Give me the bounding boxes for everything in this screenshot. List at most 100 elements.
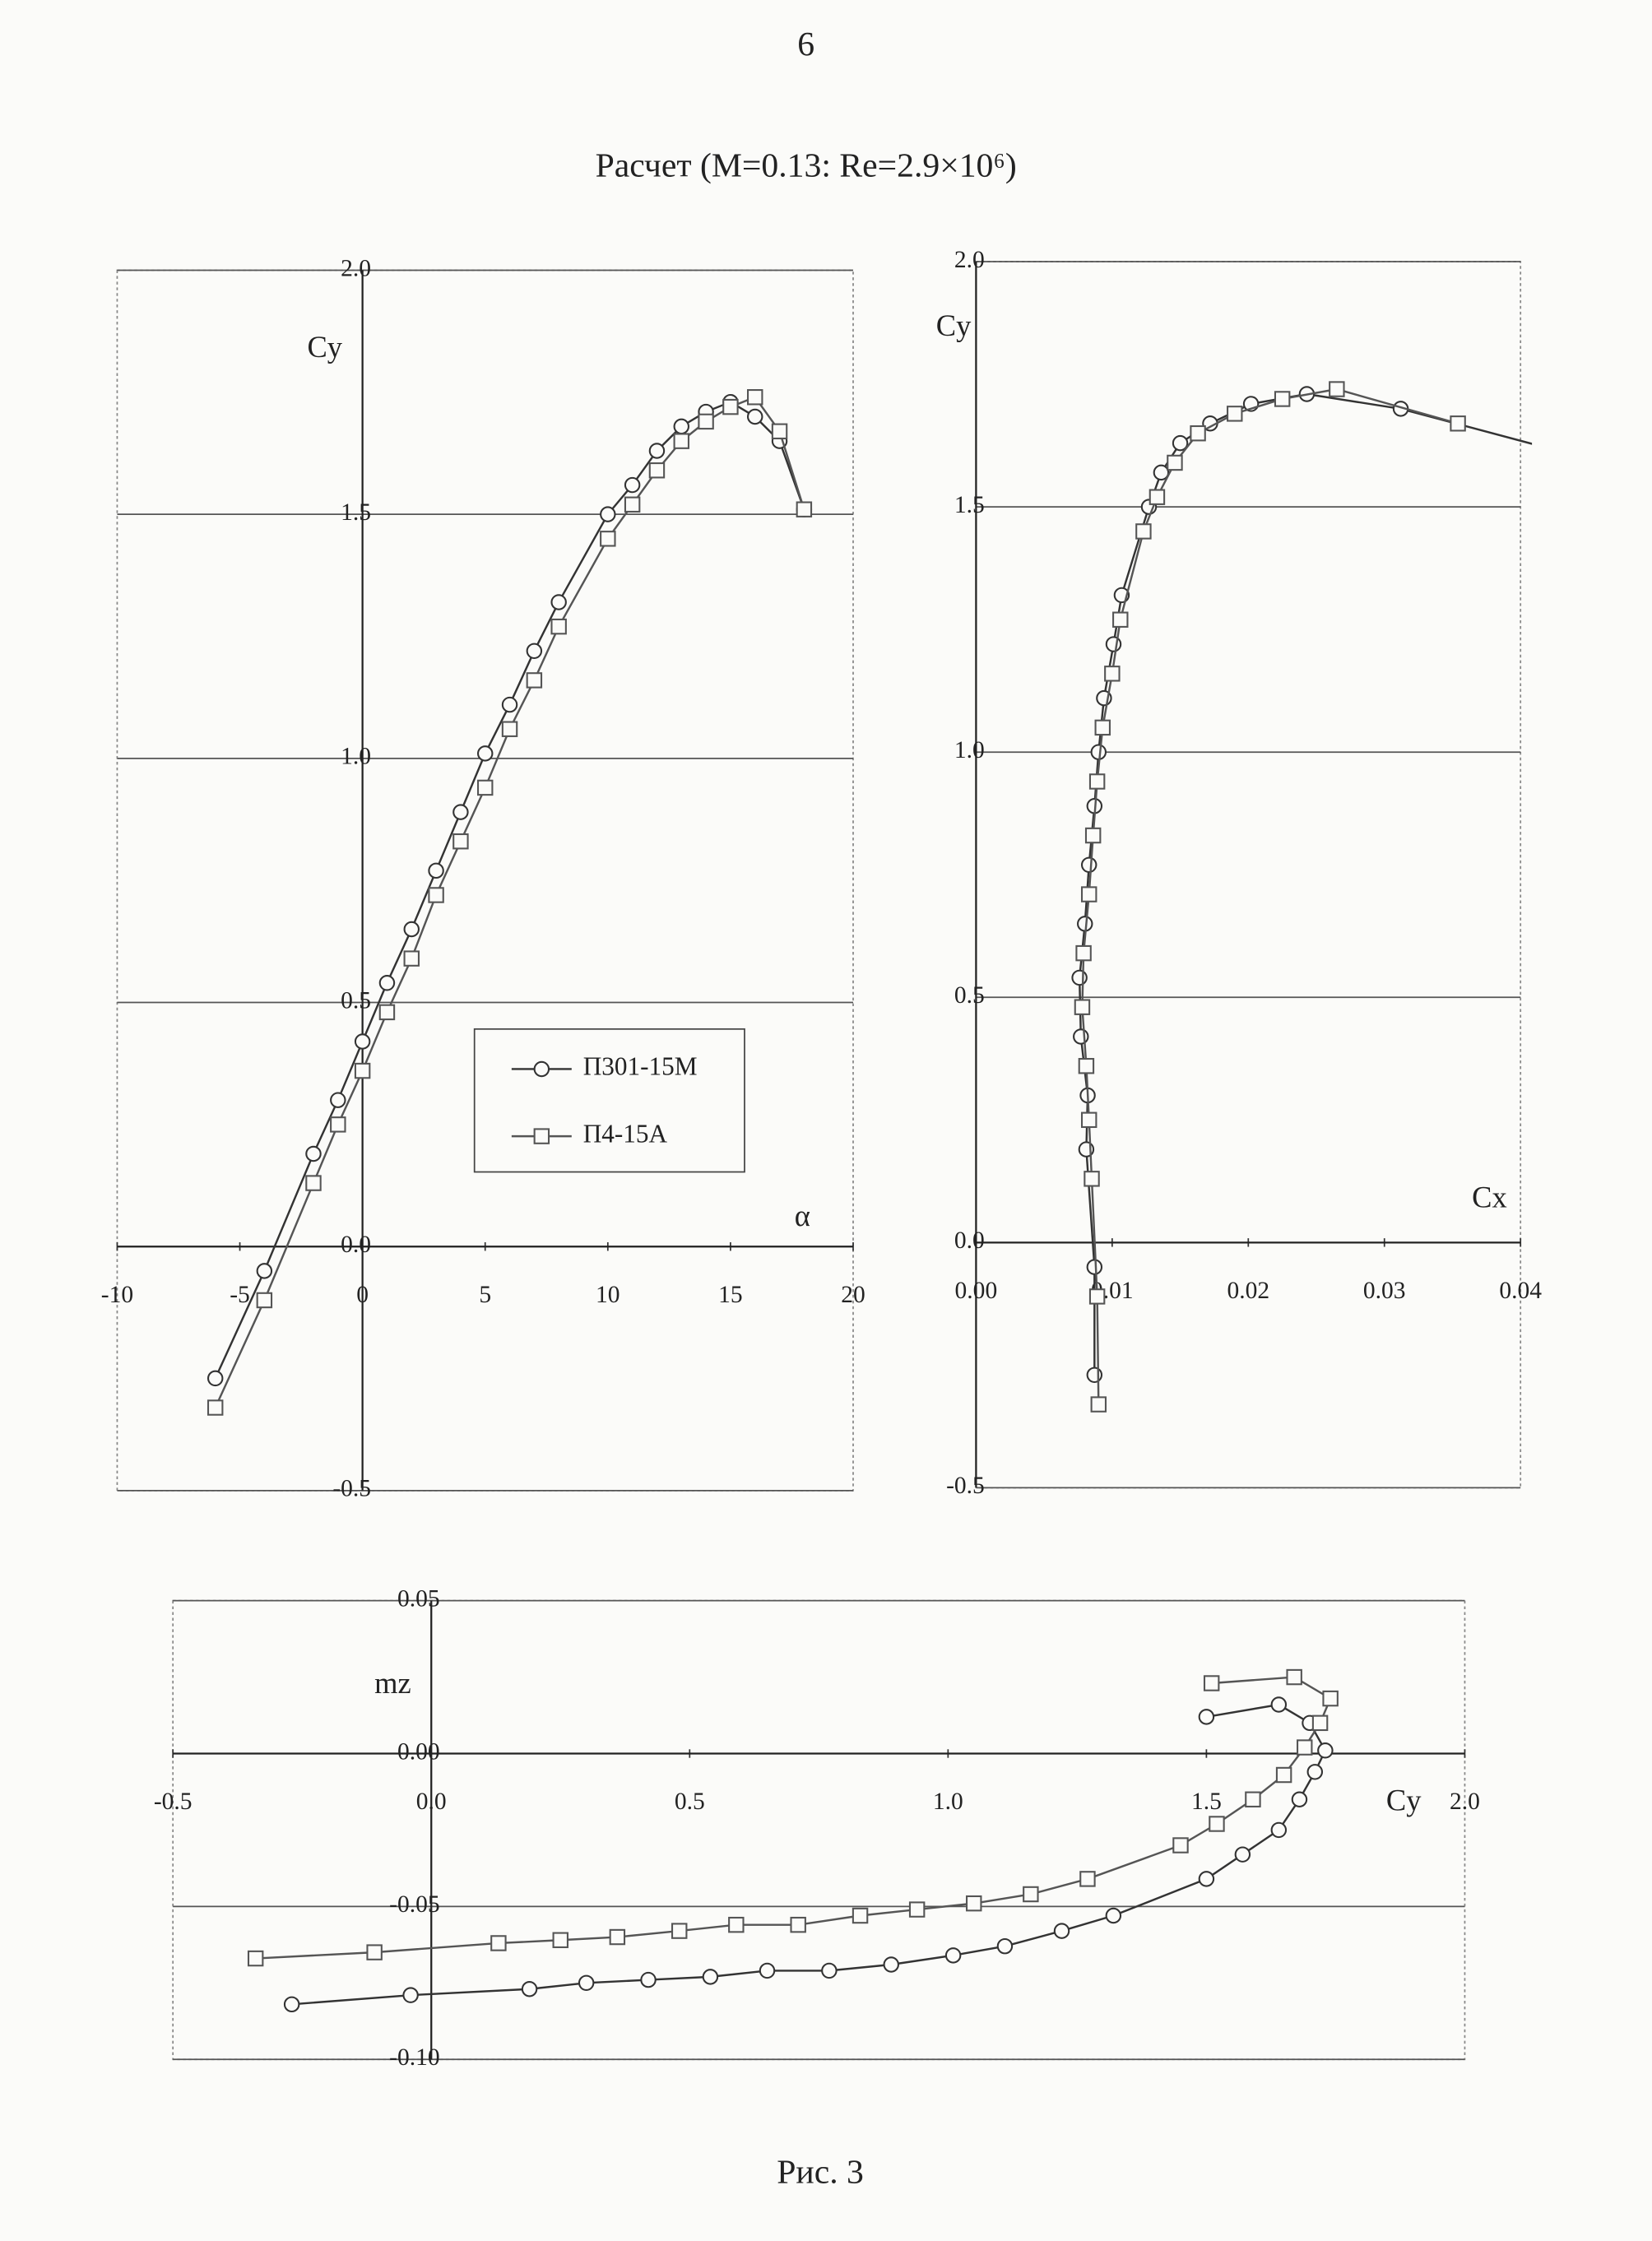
data-marker: [378, 1004, 396, 1021]
x-axis-label: Cx: [1472, 1181, 1507, 1214]
data-marker: [1078, 1058, 1095, 1074]
data-marker: [944, 1947, 962, 1964]
data-marker: [452, 833, 469, 850]
data-marker: [247, 1950, 264, 1967]
data-marker: [1270, 1821, 1288, 1839]
data-marker: [283, 1996, 300, 2013]
data-marker: [908, 1901, 926, 1918]
data-marker: [550, 594, 567, 610]
x-tick-label: 15: [718, 1282, 743, 1308]
data-marker: [1080, 856, 1097, 874]
data-marker: [1153, 464, 1170, 481]
y-tick-label: 0.0: [341, 1232, 371, 1258]
data-marker: [1112, 611, 1129, 628]
data-marker: [550, 618, 567, 635]
y-tick-label: 0.5: [954, 982, 985, 1009]
data-marker: [1135, 523, 1152, 540]
data-marker: [796, 501, 813, 517]
data-marker: [330, 1092, 346, 1108]
legend-box: [473, 1028, 745, 1173]
data-marker: [883, 1956, 899, 1973]
data-marker: [521, 1981, 538, 1997]
series-line: [214, 401, 805, 1379]
data-marker: [1234, 1846, 1251, 1863]
data-marker: [648, 443, 666, 459]
x-axis-label: Cy: [1386, 1784, 1422, 1817]
data-marker: [759, 1962, 776, 1979]
data-marker: [533, 1128, 550, 1144]
data-marker: [305, 1145, 322, 1162]
data-marker: [354, 1033, 371, 1050]
data-marker: [1105, 1907, 1122, 1924]
data-marker: [1149, 489, 1166, 505]
data-marker: [366, 1944, 383, 1960]
data-marker: [206, 1370, 224, 1387]
data-marker: [1286, 1668, 1302, 1686]
data-marker: [1084, 1171, 1100, 1187]
x-tick-label: 0.04: [1499, 1278, 1542, 1304]
data-marker: [1088, 1288, 1106, 1305]
data-marker: [728, 1916, 745, 1933]
data-marker: [1274, 391, 1291, 407]
data-marker: [403, 921, 420, 938]
data-marker: [624, 496, 641, 513]
x-tick-label: 1.0: [933, 1789, 963, 1815]
y-tick-label: 2.0: [954, 247, 985, 273]
data-marker: [1090, 1396, 1107, 1413]
data-marker: [1198, 1709, 1215, 1725]
data-marker: [1086, 1259, 1103, 1275]
data-marker: [452, 804, 469, 820]
data-marker: [501, 696, 518, 713]
data-marker: [821, 1962, 838, 1979]
x-tick-label: -5: [230, 1282, 250, 1308]
data-marker: [305, 1175, 322, 1191]
data-marker: [1086, 1366, 1103, 1384]
plot: [1071, 381, 1533, 1413]
data-marker: [1075, 944, 1092, 962]
data-marker: [747, 408, 763, 425]
data-marker: [1450, 415, 1466, 432]
chart: -0.50.00.51.01.52.0-10-505101520αCyП301-…: [101, 255, 865, 1501]
data-marker: [578, 1974, 595, 1992]
data-marker: [428, 862, 444, 879]
y-tick-label: 0.05: [397, 1585, 440, 1612]
data-marker: [722, 398, 739, 415]
data-marker: [1190, 425, 1206, 442]
data-marker: [1322, 1690, 1339, 1707]
data-marker: [648, 462, 666, 479]
chart: -0.10-0.050.000.05-0.5 0.0 0.5 1.0 1.5 2.0Cym…: [154, 1585, 1480, 2071]
plot: [206, 389, 813, 1416]
data-marker: [501, 721, 518, 737]
y-axis-label: Cy: [307, 331, 342, 364]
series-line: [291, 1703, 1327, 2006]
data-marker: [966, 1895, 982, 1912]
data-marker: [609, 1928, 626, 1946]
data-marker: [526, 643, 543, 660]
data-marker: [640, 1971, 657, 1988]
data-marker: [1079, 1871, 1096, 1887]
data-marker: [1203, 1675, 1220, 1691]
data-marker: [490, 1935, 507, 1951]
data-marker: [1270, 1696, 1288, 1713]
data-marker: [1275, 1766, 1292, 1784]
data-marker: [330, 1116, 346, 1133]
data-marker: [354, 1062, 371, 1079]
data-marker: [1317, 1742, 1334, 1759]
data-marker: [1073, 1028, 1089, 1045]
x-tick-label: 5: [479, 1282, 491, 1308]
data-marker: [1105, 636, 1122, 652]
data-marker: [403, 950, 420, 967]
data-marker: [1104, 666, 1121, 682]
data-marker: [1291, 1791, 1308, 1807]
data-marker: [1311, 1714, 1329, 1732]
data-marker: [1090, 744, 1107, 760]
data-marker: [378, 975, 396, 991]
y-tick-label: 0.5: [341, 987, 371, 1014]
figure-caption: Рис. 3: [777, 2153, 864, 2191]
data-marker: [1071, 969, 1088, 986]
data-marker: [256, 1263, 273, 1279]
figure-title: Расчет (M=0.13: Re=2.9×10⁶): [596, 147, 1017, 185]
x-tick-label: -0.5: [154, 1789, 193, 1815]
data-marker: [552, 1932, 568, 1948]
